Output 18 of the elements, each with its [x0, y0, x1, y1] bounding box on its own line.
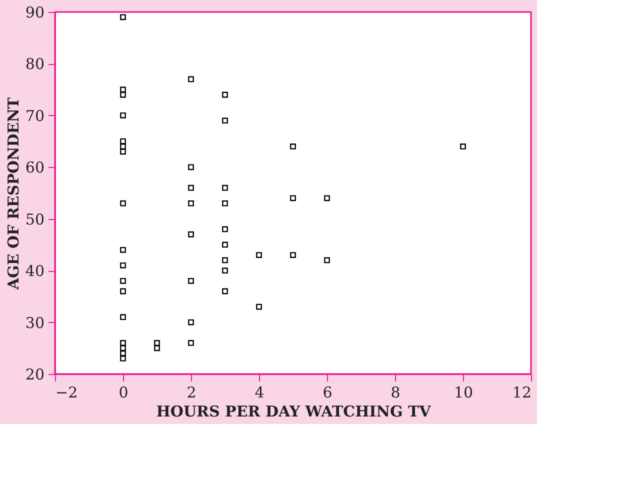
- y-tick-label: 80: [25, 55, 44, 74]
- x-tick-label: 0: [118, 384, 128, 402]
- y-tick-label: 70: [25, 106, 44, 125]
- y-tick-label: 50: [25, 210, 44, 228]
- x-tick-label: 2: [186, 384, 196, 402]
- x-tick-label: −2: [56, 384, 78, 402]
- x-tick-label: 6: [322, 384, 332, 402]
- x-tick-label: 8: [390, 384, 400, 402]
- x-axis-title: HOURS PER DAY WATCHING TV: [156, 402, 432, 420]
- x-tick-label: 4: [254, 384, 264, 402]
- y-tick-label: 60: [25, 158, 44, 177]
- y-axis-title: AGE OF RESPONDENT: [4, 96, 22, 291]
- y-tick-label: 40: [25, 262, 44, 280]
- x-tick-label: 10: [454, 384, 474, 402]
- y-tick-label: 90: [25, 4, 44, 22]
- x-tick-label: 12: [512, 384, 532, 402]
- y-tick-label: 30: [25, 314, 44, 332]
- y-tick-label: 20: [25, 366, 44, 384]
